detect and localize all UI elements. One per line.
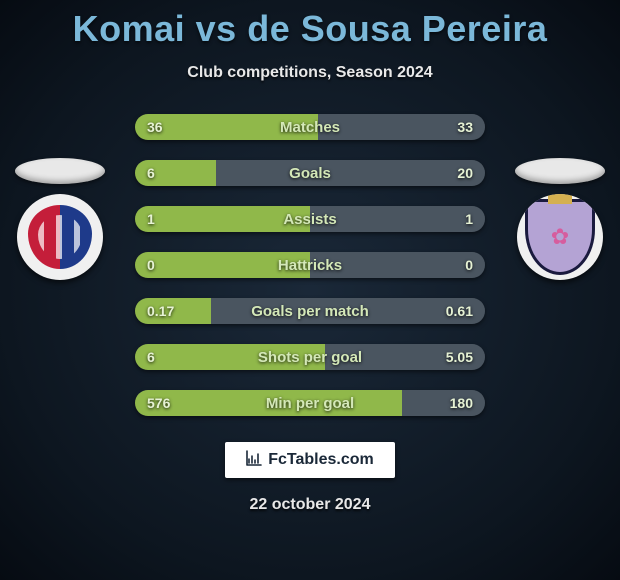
stat-bar-right-fill xyxy=(318,114,485,140)
stat-bar-left-fill xyxy=(135,114,318,140)
stat-bar-right-fill xyxy=(216,160,485,186)
flag-left-icon xyxy=(15,158,105,184)
stat-bars: Matches3633 Goals620 Assists11 Hattricks00 G… xyxy=(135,114,485,416)
brand-text: FcTables.com xyxy=(268,451,374,469)
stat-bar: Goals620 xyxy=(135,160,485,186)
stat-bar: Goals per match0.170.61 xyxy=(135,298,485,324)
player-left-badge xyxy=(10,158,110,280)
stat-bar-right-fill xyxy=(310,252,485,278)
chart-icon xyxy=(246,450,262,470)
stat-bar: Assists11 xyxy=(135,206,485,232)
club-crest-right-icon xyxy=(517,194,603,280)
stat-bar: Shots per goal65.05 xyxy=(135,344,485,370)
stat-bar: Matches3633 xyxy=(135,114,485,140)
stat-bar-left-fill xyxy=(135,206,310,232)
stat-bar-right-fill xyxy=(325,344,485,370)
stat-bar-right-fill xyxy=(402,390,485,416)
stat-bar-left-fill xyxy=(135,252,310,278)
stat-bar-left-fill xyxy=(135,344,325,370)
stat-bar: Min per goal576180 xyxy=(135,390,485,416)
stat-bar-right-fill xyxy=(310,206,485,232)
comparison-date: 22 october 2024 xyxy=(0,496,620,514)
comparison-subtitle: Club competitions, Season 2024 xyxy=(0,64,620,82)
player-right-badge xyxy=(510,158,610,280)
stat-bar-left-fill xyxy=(135,160,216,186)
comparison-title: Komai vs de Sousa Pereira xyxy=(0,0,620,50)
stat-bar-right-fill xyxy=(211,298,485,324)
flag-right-icon xyxy=(515,158,605,184)
brand-badge: FcTables.com xyxy=(225,442,395,478)
stat-bar-left-fill xyxy=(135,298,211,324)
comparison-body: Matches3633 Goals620 Assists11 Hattricks00 G… xyxy=(0,114,620,416)
club-crest-left-icon xyxy=(17,194,103,280)
stat-bar: Hattricks00 xyxy=(135,252,485,278)
stat-bar-left-fill xyxy=(135,390,402,416)
